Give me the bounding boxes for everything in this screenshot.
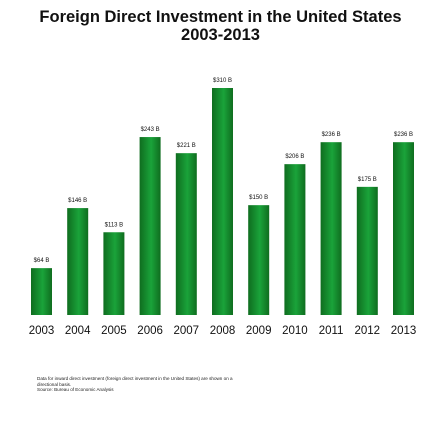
- value-label-2013: $236 B: [394, 132, 413, 138]
- x-tick-label-2008: 2008: [210, 325, 236, 337]
- bar-2005: [103, 232, 125, 315]
- value-label-2010: $206 B: [285, 154, 304, 160]
- chart-title: Foreign Direct Investment in the United …: [0, 8, 441, 44]
- x-tick-label-2003: 2003: [29, 325, 55, 337]
- bar-2008: [212, 88, 233, 315]
- chart-title-line-2: 2003-2013: [181, 26, 260, 44]
- value-label-2009: $150 B: [249, 195, 268, 201]
- x-tick-label-2006: 2006: [137, 325, 163, 337]
- value-label-2007: $221 B: [177, 143, 196, 149]
- bar-2006: [139, 137, 161, 315]
- x-axis-labels-group: 2003 2004 2005 2006 2007 2008 2009 2010 2011 2012…: [29, 325, 417, 337]
- x-tick-label-2011: 2011: [319, 325, 344, 337]
- bar-2010: [284, 164, 306, 315]
- value-labels-group: $64 B $146 B $113 B $243 B $221 B $310 B $150 …: [34, 78, 413, 264]
- footnote-line-2: directional basis.: [37, 381, 72, 387]
- value-label-2012: $175 B: [358, 177, 377, 183]
- x-tick-label-2004: 2004: [65, 325, 91, 337]
- bar-2007: [175, 153, 197, 315]
- value-label-2003: $64 B: [34, 258, 50, 264]
- x-tick-label-2005: 2005: [101, 325, 127, 337]
- footnote-line-1: Data for inward direct investment (forei…: [37, 376, 233, 381]
- value-label-2006: $243 B: [141, 127, 160, 133]
- bar-2012: [356, 186, 378, 315]
- bars-group: [31, 88, 414, 315]
- bar-2009: [248, 205, 270, 315]
- bar-chart: $64 B $146 B $113 B $243 B $221 B $310 B $150 …: [29, 78, 417, 337]
- x-tick-label-2013: 2013: [391, 325, 417, 337]
- x-tick-label-2007: 2007: [174, 325, 200, 337]
- x-tick-label-2009: 2009: [246, 325, 272, 337]
- bar-2003: [31, 268, 52, 315]
- chart-title-line-1: Foreign Direct Investment in the United …: [39, 8, 402, 26]
- bar-2004: [67, 208, 89, 315]
- value-label-2008: $310 B: [213, 78, 232, 84]
- x-tick-label-2010: 2010: [282, 325, 308, 337]
- x-tick-label-2012: 2012: [355, 325, 381, 337]
- value-label-2004: $146 B: [68, 198, 87, 204]
- value-label-2011: $236 B: [322, 132, 341, 138]
- footnote-line-3: Source: Bureau of Economic Analysis: [37, 387, 114, 393]
- bar-2013: [393, 142, 414, 315]
- value-label-2005: $113 B: [105, 222, 124, 228]
- footnote: Data for inward direct investment (forei…: [37, 376, 357, 393]
- bar-2011: [320, 142, 342, 315]
